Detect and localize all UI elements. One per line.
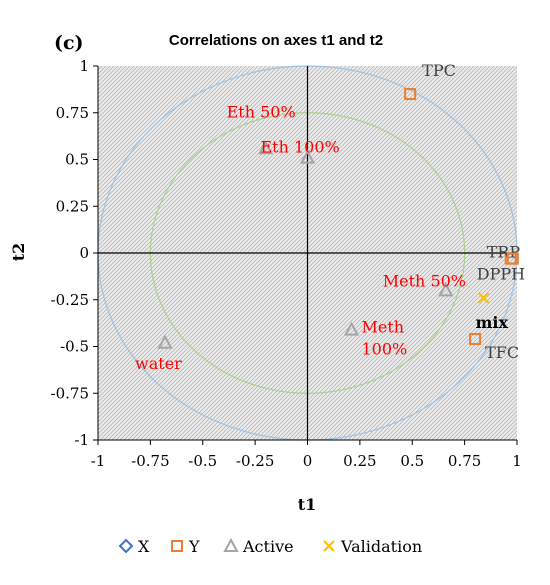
y-tick-label: -0.5 <box>60 338 89 356</box>
point-label: DPPH <box>477 265 525 284</box>
x-axis-label: t1 <box>298 495 317 514</box>
legend: X Y Active Validation <box>118 537 422 556</box>
legend-label-x: X <box>138 537 150 556</box>
y-tick-label: -0.25 <box>51 291 89 309</box>
legend-marker-x <box>118 538 134 554</box>
legend-label-validation: Validation <box>340 537 422 556</box>
data-point <box>299 149 316 164</box>
chart-title: Correlations on axes t1 and t2 <box>169 32 383 49</box>
point-label: Meth 100% <box>361 318 407 359</box>
y-tick-label: 0.25 <box>56 197 89 215</box>
x-tick-label: -0.5 <box>188 452 217 470</box>
legend-marker-validation <box>323 540 335 552</box>
data-point <box>157 334 173 349</box>
y-tick-label: 0 <box>79 244 89 262</box>
point-label: Eth 100% <box>261 138 340 157</box>
x-tick-label: 0 <box>303 452 313 470</box>
x-tick-label: 1 <box>512 452 522 470</box>
x-tick-label: -0.25 <box>236 452 274 470</box>
y-tick-label: 0.75 <box>56 104 89 122</box>
x-tick-label: -1 <box>91 452 106 470</box>
y-axis-label: t2 <box>9 243 28 262</box>
legend-marker-y <box>171 540 183 552</box>
x-tick-label: 0.25 <box>343 452 376 470</box>
x-tick-label: 0.75 <box>448 452 481 470</box>
data-point <box>469 333 482 346</box>
point-label: Meth 50% <box>383 271 466 290</box>
point-label: water <box>135 354 182 373</box>
panel-label: (c) <box>54 32 84 54</box>
point-label: mix <box>475 313 508 332</box>
y-tick-label: 1 <box>79 57 89 75</box>
x-tick-label: 0.5 <box>400 452 424 470</box>
data-point <box>477 292 490 304</box>
point-label: TFC <box>485 343 519 362</box>
point-label: TRP <box>487 243 521 262</box>
data-point <box>404 88 417 101</box>
point-label: Eth 50% <box>227 102 296 121</box>
data-point <box>506 252 519 265</box>
y-tick-label: -1 <box>74 431 89 449</box>
y-tick-label: 0.5 <box>65 151 89 169</box>
legend-marker-active <box>223 537 239 552</box>
legend-label-y: Y <box>188 537 200 556</box>
point-label: TPC <box>422 61 456 80</box>
legend-label-active: Active <box>242 537 294 556</box>
data-point <box>257 140 274 155</box>
y-tick-label: -0.75 <box>51 384 89 402</box>
data-point <box>438 282 454 297</box>
x-tick-label: -0.75 <box>131 452 169 470</box>
data-point <box>343 321 360 336</box>
